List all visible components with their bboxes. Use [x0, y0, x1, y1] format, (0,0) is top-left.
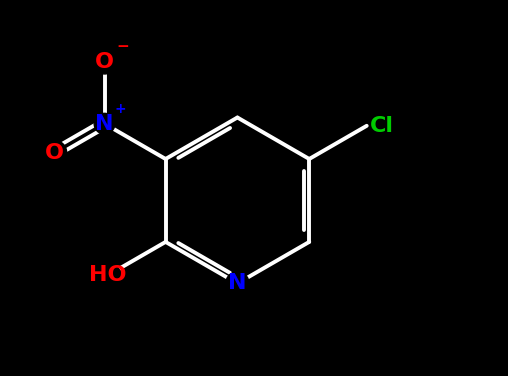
Circle shape: [42, 140, 67, 165]
Circle shape: [226, 272, 249, 295]
Circle shape: [94, 113, 115, 134]
Text: N: N: [228, 273, 247, 293]
Text: O: O: [95, 52, 114, 71]
Text: N: N: [96, 114, 114, 134]
Circle shape: [96, 263, 120, 288]
Circle shape: [92, 49, 117, 74]
Text: Cl: Cl: [370, 116, 394, 136]
Text: HO: HO: [89, 265, 127, 285]
Text: +: +: [115, 102, 126, 116]
Text: −: −: [116, 39, 129, 54]
Text: O: O: [45, 143, 64, 163]
